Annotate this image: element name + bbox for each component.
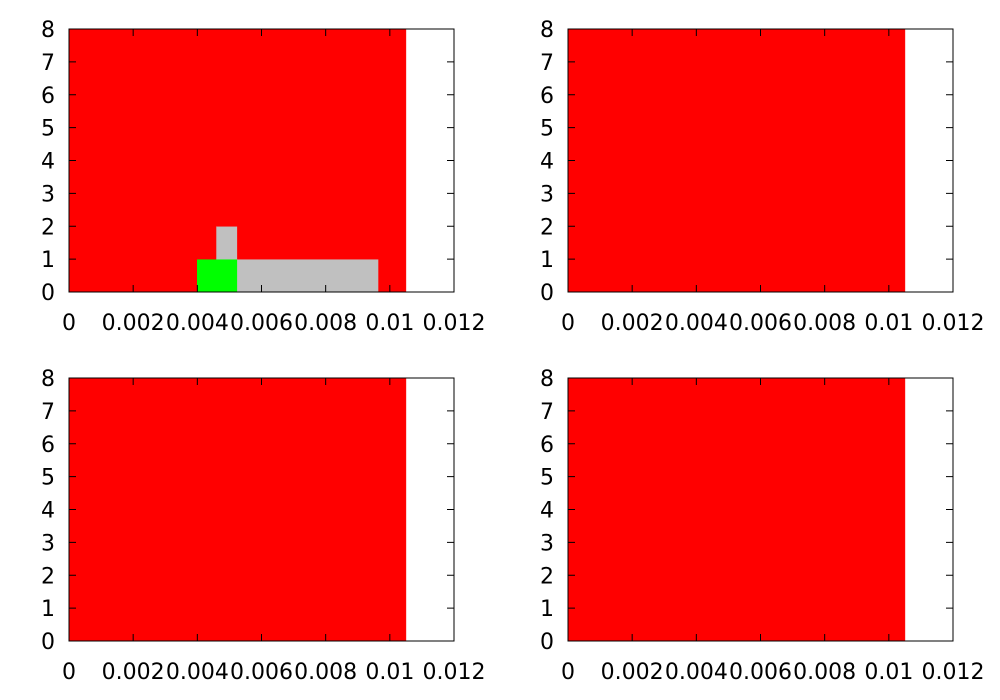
y-tick-label: 5 xyxy=(41,466,55,491)
x-tick-label: 0 xyxy=(62,311,76,336)
y-tick-label: 4 xyxy=(540,499,554,524)
y-tick-label: 3 xyxy=(540,182,554,207)
y-tick-label: 0 xyxy=(540,630,554,655)
x-axis: 0 0.002 0.004 0.006 0.008 0.01 0.012 xyxy=(561,378,984,685)
y-tick-label: 1 xyxy=(41,248,55,273)
y-tick-label: 3 xyxy=(41,531,55,556)
y-tick-label: 7 xyxy=(540,51,554,76)
x-tick-label: 0.008 xyxy=(294,660,357,685)
bar-segment-1 xyxy=(567,28,906,293)
y-tick-label: 0 xyxy=(41,630,55,655)
y-axis: 0 1 2 3 4 5 6 7 8 xyxy=(41,367,454,655)
x-tick-label: 0.012 xyxy=(423,660,486,685)
chart-panel-3: 0 0.002 0.004 0.006 0.008 0.01 0.012 0 1 2 3 4 5 6 7 8 xyxy=(41,367,485,685)
x-tick-label: 0.002 xyxy=(102,660,165,685)
y-axis: 0 1 2 3 4 5 6 7 8 xyxy=(540,18,953,306)
x-tick-label: 0.012 xyxy=(922,311,985,336)
bar-segment-1 xyxy=(68,377,407,642)
x-tick-label: 0.002 xyxy=(102,311,165,336)
x-axis: 0 0.002 0.004 0.006 0.008 0.01 0.012 xyxy=(62,378,485,685)
x-tick-label: 0 xyxy=(561,311,575,336)
x-tick-label: 0.004 xyxy=(166,660,229,685)
y-tick-label: 4 xyxy=(540,150,554,175)
y-tick-label: 4 xyxy=(41,499,55,524)
y-tick-label: 7 xyxy=(41,400,55,425)
x-tick-label: 0.012 xyxy=(423,311,486,336)
x-axis: 0 0.002 0.004 0.006 0.008 0.01 0.012 xyxy=(561,29,984,336)
y-tick-label: 1 xyxy=(540,597,554,622)
x-tick-label: 0.012 xyxy=(922,660,985,685)
chart-panel-2: 0 0.002 0.004 0.006 0.008 0.01 0.012 0 1 2 3 4 5 6 7 8 xyxy=(540,18,984,336)
bar-segment-8 xyxy=(237,28,379,260)
x-tick-label: 0.01 xyxy=(365,660,414,685)
bar-segments xyxy=(68,377,407,642)
bar-segments xyxy=(567,377,906,642)
y-tick-label: 2 xyxy=(540,215,554,240)
y-tick-label: 2 xyxy=(41,564,55,589)
y-tick-label: 6 xyxy=(41,84,55,109)
bar-segment-3 xyxy=(197,28,217,260)
bar-segment-10 xyxy=(392,28,407,293)
x-tick-label: 0.006 xyxy=(729,660,792,685)
x-tick-label: 0.004 xyxy=(665,311,728,336)
bar-segment-1 xyxy=(68,28,198,293)
x-tick-label: 0.01 xyxy=(864,311,913,336)
x-tick-label: 0.004 xyxy=(166,311,229,336)
x-tick-label: 0.006 xyxy=(230,660,293,685)
y-tick-label: 8 xyxy=(540,367,554,392)
y-tick-label: 5 xyxy=(540,117,554,142)
y-tick-label: 8 xyxy=(41,18,55,43)
y-tick-label: 6 xyxy=(540,433,554,458)
x-tick-label: 0.002 xyxy=(601,311,664,336)
y-tick-label: 0 xyxy=(41,281,55,306)
bar-segment-4 xyxy=(216,258,238,293)
x-tick-label: 0.008 xyxy=(294,311,357,336)
y-tick-label: 8 xyxy=(41,367,55,392)
y-tick-label: 6 xyxy=(540,84,554,109)
y-axis: 0 1 2 3 4 5 6 7 8 xyxy=(540,367,953,655)
y-tick-label: 1 xyxy=(41,597,55,622)
y-tick-label: 0 xyxy=(540,281,554,306)
y-tick-label: 2 xyxy=(540,564,554,589)
bar-segments xyxy=(567,28,906,293)
x-tick-label: 0 xyxy=(561,660,575,685)
x-axis: 0 0.002 0.004 0.006 0.008 0.01 0.012 xyxy=(62,29,485,336)
bar-segment-9 xyxy=(378,28,394,293)
bar-segment-2 xyxy=(197,258,217,293)
y-tick-label: 8 xyxy=(540,18,554,43)
x-tick-label: 0.006 xyxy=(230,311,293,336)
chart-panel-4: 0 0.002 0.004 0.006 0.008 0.01 0.012 0 1 2 3 4 5 6 7 8 xyxy=(540,367,984,685)
bar-segments xyxy=(68,28,407,293)
x-tick-label: 0.002 xyxy=(601,660,664,685)
x-tick-label: 0 xyxy=(62,660,76,685)
y-tick-label: 7 xyxy=(41,51,55,76)
y-axis: 0 1 2 3 4 5 6 7 8 xyxy=(41,18,454,306)
bar-segment-6 xyxy=(216,28,238,227)
x-tick-label: 0.004 xyxy=(665,660,728,685)
x-tick-label: 0.008 xyxy=(793,660,856,685)
y-tick-label: 7 xyxy=(540,400,554,425)
y-tick-label: 5 xyxy=(540,466,554,491)
y-tick-label: 2 xyxy=(41,215,55,240)
bar-segment-7 xyxy=(237,258,379,293)
chart-panel-1: 0 0.002 0.004 0.006 0.008 0.01 0.012 0 1 2 3 4 5 6 7 8 xyxy=(41,18,485,336)
x-tick-label: 0.01 xyxy=(864,660,913,685)
y-tick-label: 4 xyxy=(41,150,55,175)
y-tick-label: 3 xyxy=(540,531,554,556)
bar-segment-5 xyxy=(216,225,238,260)
bar-segment-1 xyxy=(567,377,906,642)
x-tick-label: 0.006 xyxy=(729,311,792,336)
x-tick-label: 0.008 xyxy=(793,311,856,336)
y-tick-label: 3 xyxy=(41,182,55,207)
y-tick-label: 6 xyxy=(41,433,55,458)
y-tick-label: 5 xyxy=(41,117,55,142)
x-tick-label: 0.01 xyxy=(365,311,414,336)
y-tick-label: 1 xyxy=(540,248,554,273)
